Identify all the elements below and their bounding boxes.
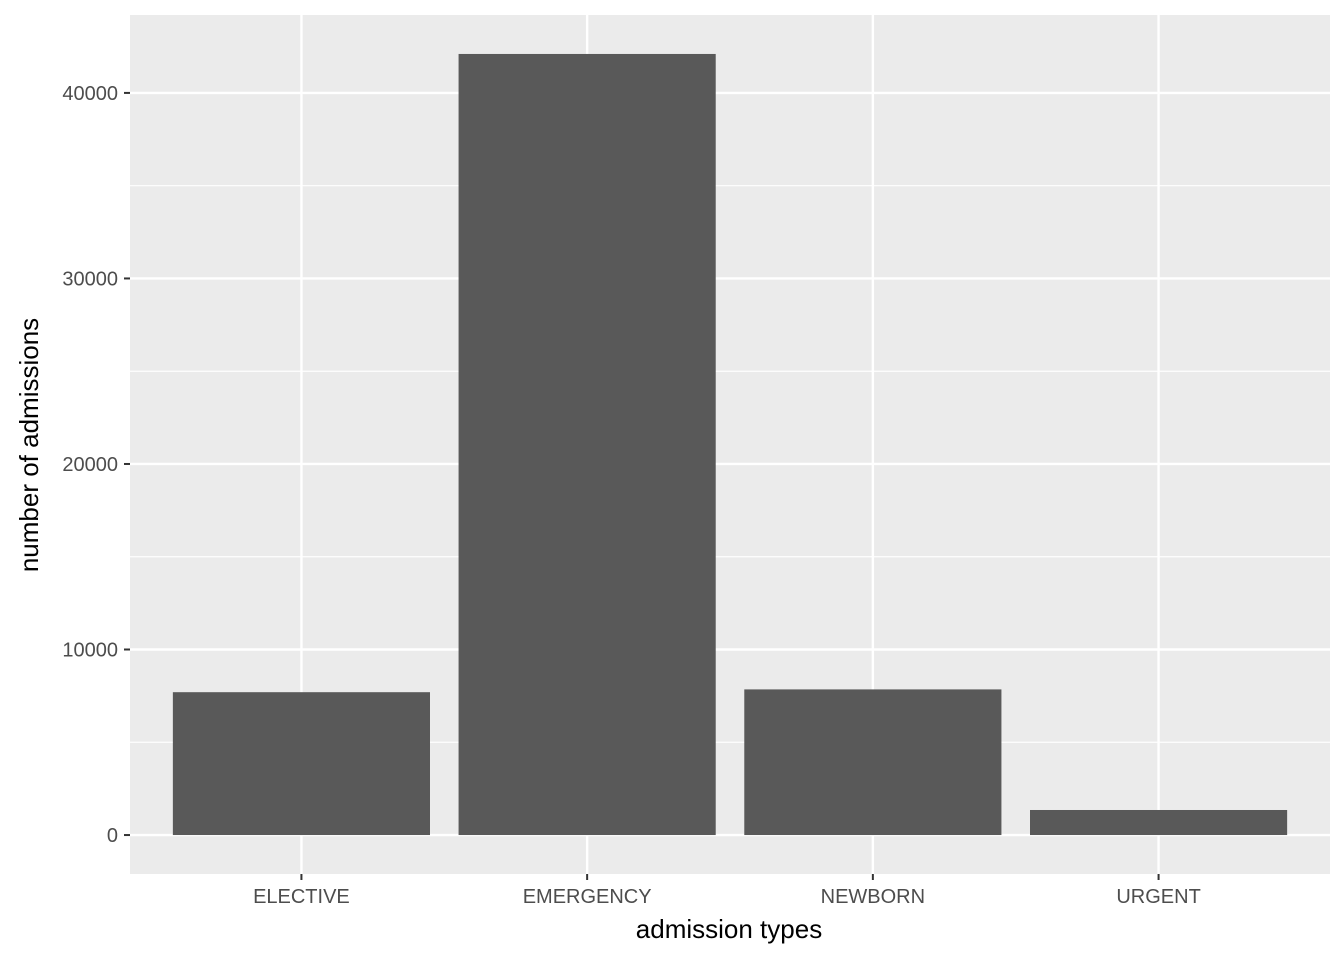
bar-urgent (1030, 809, 1288, 836)
y-tick-label: 40000 (62, 83, 118, 105)
bar-newborn (744, 689, 1002, 836)
x-tick-label: ELECTIVE (253, 886, 350, 908)
bar-elective (172, 692, 430, 836)
y-axis-title: number of admissions (14, 318, 44, 572)
y-tick-label: 0 (107, 825, 118, 847)
x-axis: ELECTIVE EMERGENCY NEWBORN URGENT (253, 874, 1201, 908)
y-tick-label: 20000 (62, 454, 118, 476)
x-tick-label: NEWBORN (821, 886, 925, 908)
y-axis: 0 10000 20000 30000 40000 (62, 83, 130, 847)
x-tick-label: URGENT (1116, 886, 1200, 908)
bar-emergency (458, 53, 716, 836)
y-tick-label: 30000 (62, 268, 118, 290)
y-tick-label: 10000 (62, 640, 118, 662)
x-tick-label: EMERGENCY (523, 886, 652, 908)
x-axis-title: admission types (636, 914, 822, 944)
bars (172, 53, 1288, 836)
